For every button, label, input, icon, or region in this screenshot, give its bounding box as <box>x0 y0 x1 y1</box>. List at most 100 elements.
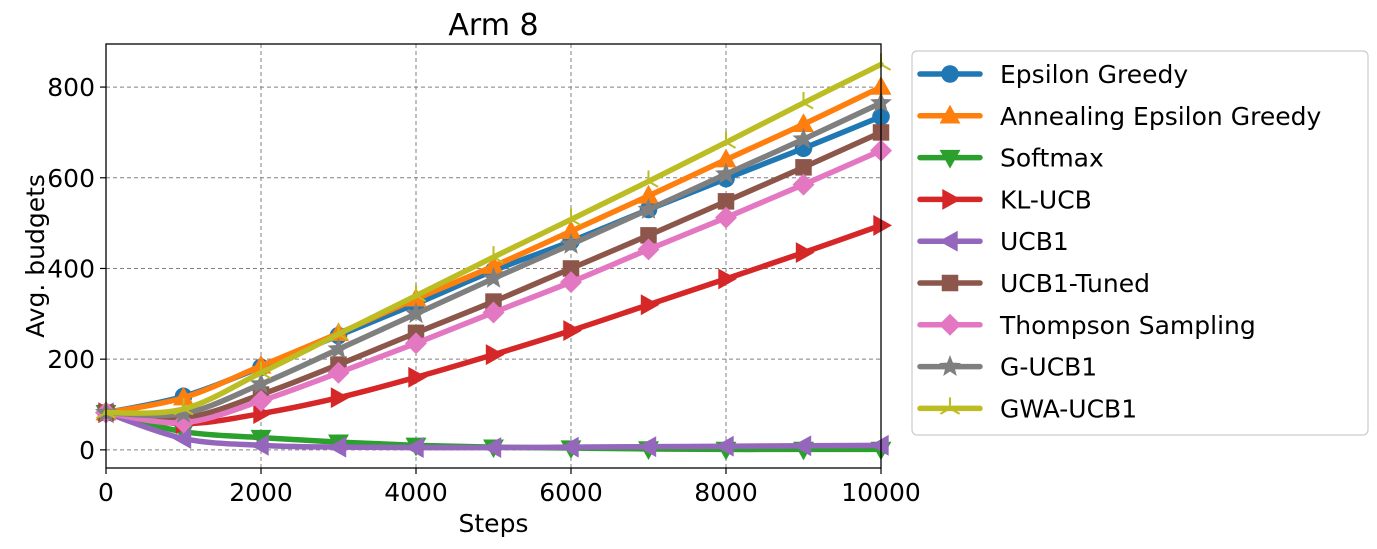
data-point-marker <box>715 206 737 229</box>
data-point-marker <box>173 386 194 406</box>
legend-item: Epsilon Greedy <box>917 60 1188 89</box>
data-point-marker <box>485 344 505 366</box>
data-point-marker <box>640 294 660 316</box>
x-axis: 0 2000 4000 6000 8000 10000 <box>98 468 921 507</box>
x-tick-label: 2000 <box>229 478 293 507</box>
legend-label: KL-UCB <box>1000 185 1092 214</box>
legend-item: UCB1-Tuned <box>917 269 1150 298</box>
legend-label: UCB1 <box>1000 227 1069 256</box>
data-point-marker <box>172 402 195 423</box>
data-point-marker <box>939 397 961 415</box>
chart-title: Arm 8 <box>448 8 538 43</box>
x-axis-label: Steps <box>459 509 529 538</box>
data-point-marker <box>873 214 892 236</box>
data-point-marker <box>560 232 582 254</box>
data-point-marker <box>482 437 502 459</box>
data-point-marker <box>250 372 272 394</box>
legend-label: UCB1-Tuned <box>1000 269 1150 298</box>
data-point-marker <box>941 274 959 292</box>
legend-label: G-UCB1 <box>1000 353 1097 382</box>
data-point-marker <box>327 337 350 359</box>
x-tick-label: 10000 <box>841 478 921 507</box>
legend-label: Epsilon Greedy <box>1000 60 1188 89</box>
data-point-marker <box>718 268 737 290</box>
legend: Epsilon Greedy Annealing Epsilon Greedy So… <box>911 50 1369 436</box>
legend-label: Softmax <box>1000 144 1104 173</box>
y-axis-label: Avg. budgets <box>21 174 50 338</box>
data-point-marker <box>792 435 812 457</box>
data-point-marker <box>715 162 737 184</box>
data-point-marker <box>405 302 427 324</box>
data-point-marker <box>562 260 580 277</box>
y-tick-label: 0 <box>79 436 95 465</box>
data-point-marker <box>408 366 427 388</box>
data-point-marker <box>563 320 582 342</box>
data-point-marker <box>637 197 660 219</box>
data-point-marker <box>939 104 961 124</box>
data-point-marker <box>482 266 505 288</box>
y-tick-label: 800 <box>47 73 95 102</box>
data-point-marker <box>560 220 582 239</box>
plot-series <box>95 53 892 461</box>
data-point-marker <box>793 113 814 132</box>
data-point-marker <box>637 436 657 458</box>
data-point-marker <box>327 436 347 458</box>
data-point-marker <box>560 271 582 294</box>
y-tick-label: 600 <box>47 164 95 193</box>
y-tick-label: 200 <box>47 345 95 374</box>
data-point-marker <box>715 148 737 168</box>
data-point-marker <box>330 387 350 409</box>
legend-item: G-UCB1 <box>917 353 1097 382</box>
data-point-marker <box>941 65 959 83</box>
data-point-marker <box>405 284 427 303</box>
data-point-marker <box>483 255 504 274</box>
data-point-marker <box>250 434 269 456</box>
x-tick-label: 8000 <box>694 478 758 507</box>
legend-item: KL-UCB <box>917 185 1092 214</box>
legend-label: GWA-UCB1 <box>1000 394 1137 423</box>
data-point-marker <box>405 332 427 355</box>
legend-item: Thompson Sampling <box>917 311 1256 340</box>
data-point-marker <box>939 230 958 252</box>
legend-item: Softmax <box>917 144 1104 173</box>
data-point-marker <box>482 301 505 324</box>
x-tick-label: 4000 <box>384 478 448 507</box>
data-point-marker <box>637 238 660 261</box>
series-gwa-ucb1 <box>95 53 892 420</box>
data-point-marker <box>939 355 961 376</box>
data-point-marker <box>870 434 889 456</box>
data-point-marker <box>483 246 504 264</box>
data-point-marker <box>792 127 815 149</box>
data-point-marker <box>560 436 579 458</box>
data-point-marker <box>328 323 349 341</box>
plot-frame <box>105 43 882 469</box>
legend-item: UCB1 <box>917 227 1069 256</box>
data-point-marker <box>795 242 815 264</box>
data-point-marker <box>560 208 582 226</box>
data-point-marker <box>640 227 657 244</box>
data-point-marker <box>939 149 961 169</box>
legend-label: Thompson Sampling <box>999 311 1256 340</box>
data-point-marker <box>792 173 815 196</box>
data-point-marker <box>405 437 424 459</box>
data-point-marker <box>250 389 272 412</box>
x-tick-label: 0 <box>98 478 114 507</box>
y-axis: 0 200 400 600 800 <box>47 73 106 465</box>
legend-item: GWA-UCB1 <box>917 394 1137 423</box>
legend-item: Annealing Epsilon Greedy <box>917 102 1321 131</box>
data-point-marker <box>942 188 961 210</box>
data-point-marker <box>327 361 350 384</box>
data-point-marker <box>250 361 272 380</box>
y-tick-label: 400 <box>47 254 95 283</box>
data-point-marker <box>638 184 659 204</box>
data-point-marker <box>939 313 961 336</box>
data-point-marker <box>172 428 192 449</box>
data-point-marker <box>638 170 659 188</box>
x-tick-label: 6000 <box>539 478 603 507</box>
data-point-marker <box>715 435 734 457</box>
data-point-marker <box>793 91 814 110</box>
data-point-marker <box>795 159 812 176</box>
data-point-marker <box>173 398 194 416</box>
legend-label: Annealing Epsilon Greedy <box>1000 102 1321 131</box>
